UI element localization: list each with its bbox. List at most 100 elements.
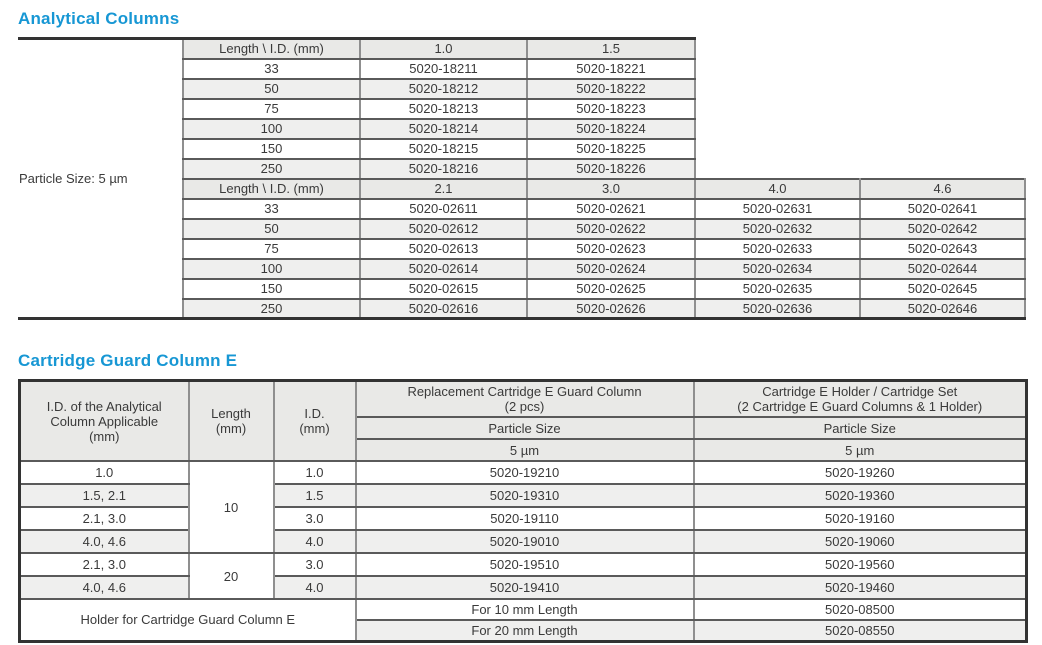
cartridge-guard-title: Cartridge Guard Column E xyxy=(18,351,238,370)
length-cell: 250 xyxy=(182,157,361,180)
holder-desc-cell: For 20 mm Length xyxy=(354,619,695,642)
part-number-cell: 5020-19310 xyxy=(354,483,695,508)
part-number-cell: 5020-18212 xyxy=(359,77,528,100)
part-number-cell: 5020-18216 xyxy=(359,157,528,180)
header-holder-set: Cartridge E Holder / Cartridge Set (2 Ca… xyxy=(692,379,1028,418)
part-number-cell: 5020-02626 xyxy=(526,297,696,320)
part-number-cell: 5020-02643 xyxy=(859,237,1026,260)
part-number-cell: 5020-18224 xyxy=(526,117,696,140)
table-row: 100 5020-18214 5020-18224 xyxy=(18,117,1025,140)
table-row: 1.5, 2.1 1.5 5020-19310 5020-19360 xyxy=(18,483,1028,508)
header-particle-value: 5 µm xyxy=(692,438,1028,462)
header-replacement: Replacement Cartridge E Guard Column (2 … xyxy=(354,379,695,418)
header-length: Length (mm) xyxy=(187,379,275,462)
table-row: 50 5020-02612 5020-02622 5020-02632 5020… xyxy=(18,217,1026,240)
table-row: 75 5020-18213 5020-18223 xyxy=(18,97,1025,120)
block1-id-header-1-5: 1.5 xyxy=(526,37,696,60)
block2-id-header-2-1: 2.1 xyxy=(359,177,528,200)
id-cell: 1.0 xyxy=(272,460,357,485)
id-cell: 3.0 xyxy=(272,552,357,577)
length-cell: 75 xyxy=(182,97,361,120)
table-row: For 20 mm Length 5020-08550 xyxy=(20,619,1028,642)
analytical-columns-table: Particle Size: 5 µm Length \ I.D. (mm) 1… xyxy=(18,37,1026,320)
header-particle-value: 5 µm xyxy=(354,438,695,462)
part-number-cell: 5020-18222 xyxy=(526,77,696,100)
part-number-cell: 5020-02616 xyxy=(359,297,528,320)
holder-desc-cell: For 10 mm Length xyxy=(354,598,695,621)
part-number-cell: 5020-19110 xyxy=(354,506,695,531)
blank-filler xyxy=(695,38,1025,179)
part-number-cell: 5020-18214 xyxy=(359,117,528,140)
id-cell: 4.0 xyxy=(272,529,357,554)
length-cell: 33 xyxy=(182,197,361,220)
length-cell: 50 xyxy=(182,217,361,240)
length-group-cell: 10 xyxy=(187,460,275,554)
part-number-cell: 5020-18211 xyxy=(359,57,528,80)
id-applicable-cell: 4.0, 4.6 xyxy=(18,575,190,600)
part-number-cell: 5020-02614 xyxy=(359,257,528,280)
part-number-cell: 5020-18225 xyxy=(526,137,696,160)
header-particle-size: Particle Size xyxy=(692,416,1028,440)
part-number-cell: 5020-02621 xyxy=(526,197,696,220)
part-number-cell: 5020-19010 xyxy=(354,529,695,554)
id-applicable-cell: 2.1, 3.0 xyxy=(18,506,190,531)
length-cell: 100 xyxy=(182,117,361,140)
part-number-cell: 5020-02646 xyxy=(859,297,1026,320)
part-number-cell: 5020-02613 xyxy=(359,237,528,260)
analytical-columns-title: Analytical Columns xyxy=(18,9,180,28)
part-number-cell: 5020-18223 xyxy=(526,97,696,120)
id-applicable-cell: 1.0 xyxy=(18,460,190,485)
part-number-cell: 5020-19360 xyxy=(692,483,1028,508)
header-particle-size: Particle Size xyxy=(354,416,695,440)
part-number-cell: 5020-19460 xyxy=(692,575,1028,600)
table-row: 50 5020-18212 5020-18222 xyxy=(18,77,1025,100)
id-applicable-cell: 2.1, 3.0 xyxy=(18,552,190,577)
length-cell: 100 xyxy=(182,257,361,280)
id-applicable-cell: 1.5, 2.1 xyxy=(18,483,190,508)
table-row: 33 5020-18211 5020-18221 xyxy=(18,57,1025,80)
part-number-cell: 5020-18213 xyxy=(359,97,528,120)
id-cell: 3.0 xyxy=(272,506,357,531)
length-cell: 75 xyxy=(182,237,361,260)
table-row: 4.0, 4.6 4.0 5020-19010 5020-19060 xyxy=(18,529,1028,554)
part-number-cell: 5020-02641 xyxy=(859,197,1026,220)
cartridge-guard-table: I.D. of the Analytical Column Applicable… xyxy=(18,379,1028,643)
length-cell: 150 xyxy=(182,137,361,160)
part-number-cell: 5020-19510 xyxy=(354,552,695,577)
part-number-cell: 5020-02631 xyxy=(694,197,861,220)
id-cell: 4.0 xyxy=(272,575,357,600)
table-row: 150 5020-18215 5020-18225 xyxy=(18,137,1025,160)
length-cell: 250 xyxy=(182,297,361,320)
block2-id-header-3-0: 3.0 xyxy=(526,177,696,200)
table-row: 2.1, 3.0 3.0 5020-19110 5020-19160 xyxy=(18,506,1028,531)
table-row: 100 5020-02614 5020-02624 5020-02634 502… xyxy=(18,257,1026,280)
length-cell: 33 xyxy=(182,57,361,80)
part-number-cell: 5020-19560 xyxy=(692,552,1028,577)
part-number-cell: 5020-02644 xyxy=(859,257,1026,280)
part-number-cell: 5020-08550 xyxy=(692,619,1028,642)
part-number-cell: 5020-02636 xyxy=(694,297,861,320)
table-row: 250 5020-18216 5020-18226 xyxy=(18,157,1025,180)
length-cell: 50 xyxy=(182,77,361,100)
part-number-cell: 5020-02625 xyxy=(526,277,696,300)
part-number-cell: 5020-02634 xyxy=(694,257,861,280)
table-row: 150 5020-02615 5020-02625 5020-02635 502… xyxy=(18,277,1026,300)
length-cell: 150 xyxy=(182,277,361,300)
part-number-cell: 5020-02645 xyxy=(859,277,1026,300)
block2-id-header-4-0: 4.0 xyxy=(694,177,861,200)
part-number-cell: 5020-19260 xyxy=(692,460,1028,485)
table-row: 75 5020-02613 5020-02623 5020-02633 5020… xyxy=(18,237,1026,260)
id-cell: 1.5 xyxy=(272,483,357,508)
table-row: 1.0 10 1.0 5020-19210 5020-19260 xyxy=(18,460,1028,554)
block1-id-header-1-0: 1.0 xyxy=(359,37,528,60)
part-number-cell: 5020-08500 xyxy=(692,598,1028,621)
part-number-cell: 5020-02622 xyxy=(526,217,696,240)
part-number-cell: 5020-19410 xyxy=(354,575,695,600)
table-row: 4.0, 4.6 4.0 5020-19410 5020-19460 xyxy=(18,575,1028,600)
part-number-cell: 5020-18226 xyxy=(526,157,696,180)
part-number-cell: 5020-02642 xyxy=(859,217,1026,240)
table-row: 2.1, 3.0 20 3.0 5020-19510 5020-19560 xyxy=(18,552,1028,600)
part-number-cell: 5020-02624 xyxy=(526,257,696,280)
part-number-cell: 5020-18215 xyxy=(359,137,528,160)
header-id-applicable: I.D. of the Analytical Column Applicable… xyxy=(18,379,190,462)
